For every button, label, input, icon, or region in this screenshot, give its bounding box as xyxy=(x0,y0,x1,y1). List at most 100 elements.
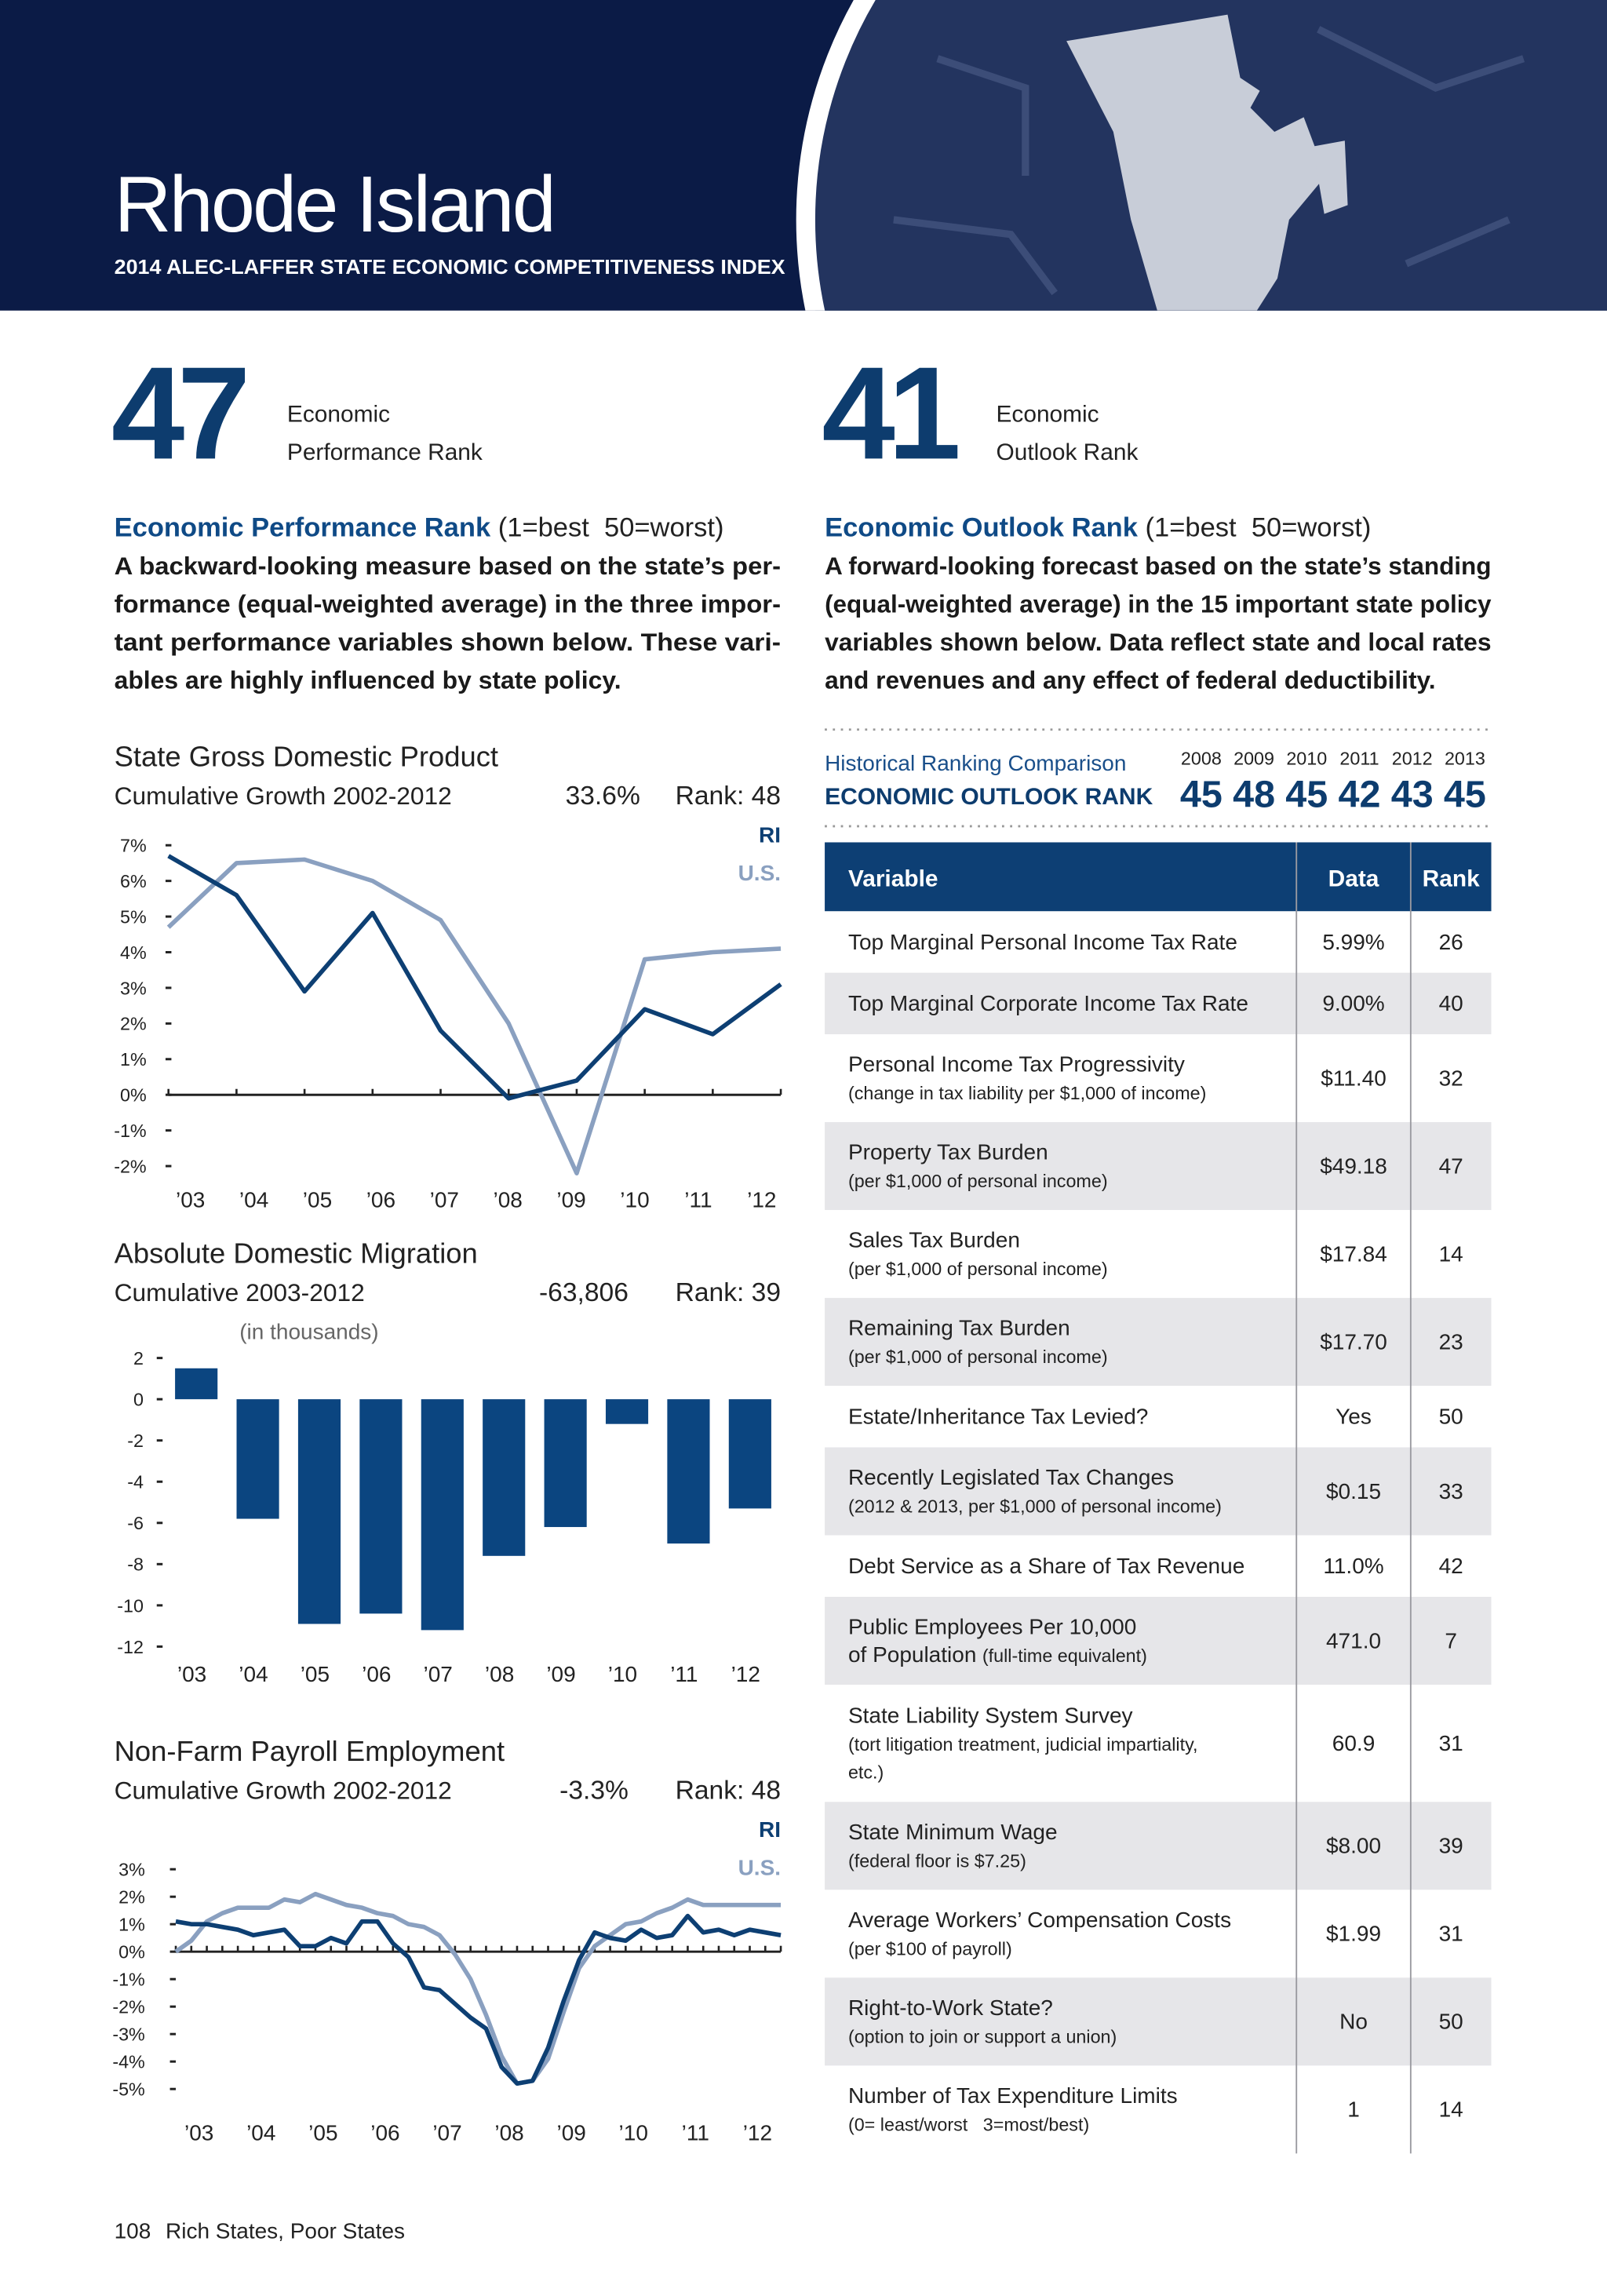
description-line: A forward-looking forecast based on the … xyxy=(825,552,1491,580)
history-rank: 43 xyxy=(1391,774,1434,816)
y-tick-label: 2% xyxy=(120,1014,147,1034)
x-tick-label: ’11 xyxy=(670,1662,698,1686)
chart-subtitle: Cumulative 2003-2012 xyxy=(115,1278,365,1307)
label-text: Public Employees Per 10,000 xyxy=(848,1615,1136,1639)
page-title: Rhode Island xyxy=(115,161,554,249)
label-text: Estate/Inheritance Tax Levied? xyxy=(848,1405,1148,1429)
label-text: Debt Service as a Share of Tax Revenue xyxy=(848,1554,1244,1578)
x-tick-label: ’06 xyxy=(366,1187,395,1212)
variable-label: Number of Tax Expenditure Limits xyxy=(848,2083,1178,2108)
y-tick-label: 7% xyxy=(120,836,147,856)
variable-label: Public Employees Per 10,000 xyxy=(848,1615,1136,1639)
x-tick-label: ’08 xyxy=(485,1662,514,1686)
rank-number: 41 xyxy=(822,339,957,487)
x-tick-label: ’05 xyxy=(303,1187,332,1212)
x-tick-label: ’12 xyxy=(731,1662,760,1686)
rank-cell: 50 xyxy=(1439,2010,1463,2034)
y-tick-label: -1% xyxy=(114,1121,147,1141)
x-tick-label: ’09 xyxy=(556,2121,585,2145)
y-tick-label: -3% xyxy=(112,2024,145,2045)
rank-cell: 26 xyxy=(1439,930,1463,954)
x-tick-label: ’08 xyxy=(494,1187,523,1212)
variable-label: Remaining Tax Burden xyxy=(848,1316,1070,1340)
x-tick-label: ’11 xyxy=(684,1187,712,1212)
rank-number: 47 xyxy=(111,339,246,487)
y-tick-label: 5% xyxy=(120,906,147,927)
label-text: Personal Income Tax Progressivity xyxy=(848,1052,1185,1077)
publication-name: Rich States, Poor States xyxy=(166,2219,405,2243)
row-background xyxy=(825,1596,1492,1685)
x-tick-label: ’07 xyxy=(424,1662,453,1686)
data-cell: Yes xyxy=(1336,1405,1372,1429)
footer: 108 Rich States, Poor States xyxy=(115,2219,405,2243)
description-line: variables shown below. Data reflect stat… xyxy=(825,628,1491,656)
history-rank: 45 xyxy=(1180,774,1223,816)
rank-cell: 7 xyxy=(1445,1628,1457,1653)
y-tick-label: 0% xyxy=(120,1085,147,1106)
rank-cell: 39 xyxy=(1439,1834,1463,1858)
description-line: ables are highly influenced by state pol… xyxy=(115,665,621,694)
rank-cell: 50 xyxy=(1439,1405,1463,1429)
label-text: State Liability System Survey xyxy=(848,1703,1133,1727)
data-cell: $49.18 xyxy=(1320,1153,1387,1178)
history-year: 2009 xyxy=(1233,749,1274,769)
rank-cell: 33 xyxy=(1439,1479,1463,1503)
x-tick-label: ’12 xyxy=(743,2121,772,2145)
page-number: 108 xyxy=(115,2219,151,2243)
rank-label: Performance Rank xyxy=(287,439,483,465)
label-text: Average Workers’ Compensation Costs xyxy=(848,1908,1231,1932)
y-tick-label: 1% xyxy=(120,1049,147,1070)
legend-label: RI xyxy=(759,822,781,847)
rank-cell: 32 xyxy=(1439,1066,1463,1090)
bar xyxy=(359,1399,403,1614)
chart-stat: 33.6% xyxy=(566,782,640,811)
history-rank: 42 xyxy=(1339,774,1381,816)
map-texture xyxy=(893,26,1525,296)
label-text: Remaining Tax Burden xyxy=(848,1316,1070,1340)
bar xyxy=(175,1368,218,1400)
chart-title: Non-Farm Payroll Employment xyxy=(115,1735,505,1767)
heading-scale: (1=best 50=worst) xyxy=(490,512,723,542)
x-tick-label: ’04 xyxy=(239,1662,268,1686)
rank-cell: 47 xyxy=(1439,1153,1463,1178)
y-tick-label: -2% xyxy=(114,1156,147,1176)
row-background xyxy=(825,1447,1492,1536)
section-heading: Economic Outlook Rank (1=best 50=worst) xyxy=(825,512,1371,542)
rank-cell: 31 xyxy=(1439,1731,1463,1755)
chart-subtitle: Cumulative Growth 2002-2012 xyxy=(115,1777,452,1805)
variable-note: (per $1,000 of personal income) xyxy=(848,1347,1108,1367)
variable-label: State Minimum Wage xyxy=(848,1820,1058,1844)
column-header: Variable xyxy=(848,866,938,891)
description-line: (equal-weighted average) in the 15 impor… xyxy=(825,589,1492,618)
rank-cell: 14 xyxy=(1439,2097,1463,2122)
row-background xyxy=(825,1802,1492,1890)
history-year: 2010 xyxy=(1286,749,1327,769)
series-line xyxy=(174,1891,782,2086)
data-cell: No xyxy=(1339,2010,1368,2034)
chart-rank: Rank: 39 xyxy=(676,1278,781,1307)
chart-stat: -63,806 xyxy=(539,1278,629,1307)
variable-note: (per $1,000 of personal income) xyxy=(848,1171,1108,1191)
y-tick-label: -2% xyxy=(112,1997,145,2017)
rank-label: Economic xyxy=(996,402,1099,428)
y-tick-label: -6 xyxy=(127,1513,144,1533)
label-text: Top Marginal Corporate Income Tax Rate xyxy=(848,991,1248,1015)
bar xyxy=(667,1399,710,1544)
rank-cell: 14 xyxy=(1439,1241,1463,1266)
description-line: tant performance variables shown below. … xyxy=(115,628,781,656)
history-year: 2013 xyxy=(1445,749,1485,769)
y-tick-label: 2% xyxy=(118,1887,145,1908)
rank-label: Outlook Rank xyxy=(996,439,1138,465)
island xyxy=(1233,73,1260,118)
label-text: Right-to-Work State? xyxy=(848,1995,1053,2020)
variable-label: State Liability System Survey xyxy=(848,1703,1133,1727)
bar xyxy=(605,1399,649,1424)
variable-note: (per $1,000 of personal income) xyxy=(848,1259,1108,1279)
y-tick-label: 0% xyxy=(118,1942,145,1963)
chart-title: State Gross Domestic Product xyxy=(115,740,498,772)
x-tick-label: ’05 xyxy=(301,1662,330,1686)
chart-stat: -3.3% xyxy=(559,1777,629,1806)
x-tick-label: ’10 xyxy=(608,1662,637,1686)
